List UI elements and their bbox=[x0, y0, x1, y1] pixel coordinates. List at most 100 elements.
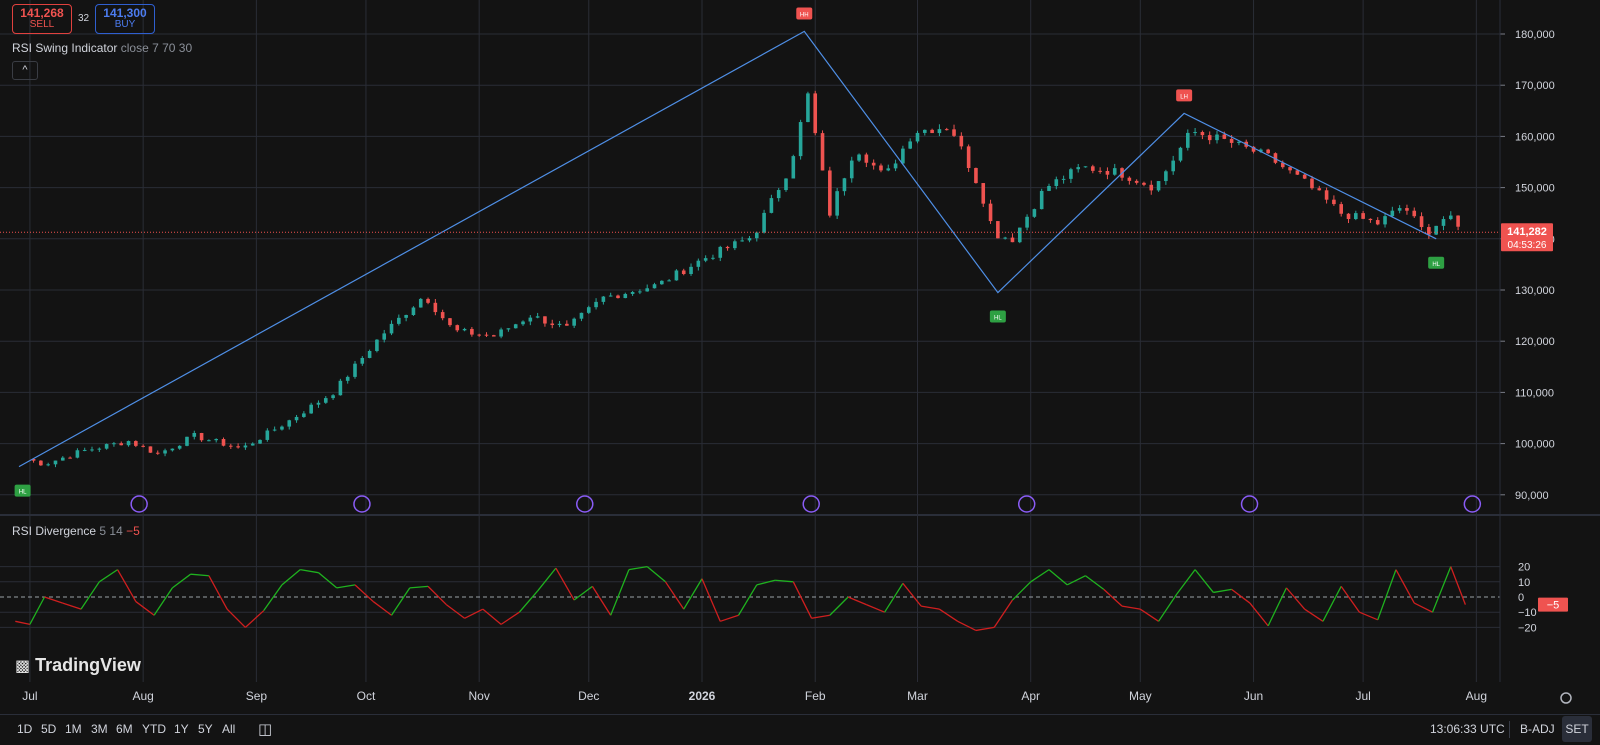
session-button[interactable]: SET bbox=[1562, 716, 1592, 742]
candle-body bbox=[696, 260, 701, 267]
gear-icon[interactable] bbox=[1560, 692, 1572, 704]
swing-marker bbox=[1176, 89, 1193, 102]
candle-body bbox=[148, 446, 153, 453]
rsi-line-segment bbox=[244, 610, 265, 628]
candle-body bbox=[126, 441, 131, 446]
candle-body bbox=[397, 317, 401, 324]
candle-body bbox=[1302, 174, 1307, 179]
candle-body bbox=[1405, 208, 1409, 211]
swing-marker bbox=[14, 484, 31, 497]
candle-body bbox=[879, 165, 883, 171]
candle-body bbox=[46, 464, 50, 466]
rsi-line-segment bbox=[1139, 608, 1159, 622]
candle-body bbox=[1280, 162, 1285, 168]
candle-body bbox=[1171, 160, 1175, 172]
indicator-legend-sub[interactable]: RSI Divergence 5 14 −5 bbox=[12, 524, 140, 538]
rsi-pane bbox=[0, 565, 1500, 632]
rsi-line-segment bbox=[591, 586, 612, 616]
timeframe-1m[interactable]: 1M bbox=[65, 722, 82, 736]
candle-body bbox=[280, 426, 284, 430]
candle-body bbox=[155, 452, 160, 454]
rsi-line-segment bbox=[683, 578, 703, 610]
candle-body bbox=[513, 324, 518, 329]
candle-body bbox=[923, 129, 927, 133]
rsi-tick-label: −20 bbox=[1518, 622, 1537, 634]
swing-marker-label: HL bbox=[994, 316, 1002, 322]
candle-body bbox=[1083, 166, 1088, 168]
rsi-line-segment bbox=[756, 579, 776, 586]
time-tick-label: Aug bbox=[1466, 689, 1487, 703]
clock[interactable]: 13:06:33 UTC bbox=[1430, 722, 1505, 736]
candle-body bbox=[1134, 180, 1139, 183]
timeframe-3m[interactable]: 3M bbox=[91, 722, 108, 736]
rsi-line-segment bbox=[390, 587, 411, 616]
candle-body bbox=[1207, 135, 1212, 141]
rsi-line-segment bbox=[300, 568, 319, 574]
candle-body bbox=[367, 350, 372, 358]
sell-button[interactable]: 141,268 SELL bbox=[12, 4, 72, 34]
candle-body bbox=[1354, 213, 1358, 220]
candle-body bbox=[1375, 220, 1380, 225]
rsi-line-segment bbox=[1030, 569, 1050, 583]
time-tick-label: Nov bbox=[469, 689, 490, 703]
candle-body bbox=[1288, 167, 1292, 171]
rsi-line-segment bbox=[573, 585, 593, 601]
spread-value: 32 bbox=[78, 13, 90, 24]
timeframe-6m[interactable]: 6M bbox=[116, 722, 133, 736]
timeframe-5y[interactable]: 5Y bbox=[198, 722, 213, 736]
candle-body bbox=[1427, 227, 1431, 235]
candle-body bbox=[857, 154, 861, 161]
candle-body bbox=[1412, 210, 1417, 217]
candle-body bbox=[199, 432, 204, 441]
candle-body bbox=[1441, 219, 1446, 226]
rsi-line-segment bbox=[829, 596, 849, 616]
buy-button[interactable]: 141,300 BUY bbox=[95, 4, 155, 34]
candle-body bbox=[1178, 147, 1183, 161]
rsi-line-segment bbox=[993, 599, 1014, 628]
candle-body bbox=[784, 178, 788, 191]
time-tick-label: Mar bbox=[907, 689, 928, 703]
adjustment-toggle[interactable]: B-ADJ bbox=[1520, 722, 1555, 736]
last-price-badge bbox=[1501, 223, 1553, 252]
candle-body bbox=[1251, 146, 1256, 152]
rsi-line-segment bbox=[1340, 585, 1360, 613]
rsi-line-segment bbox=[98, 569, 118, 583]
rsi-line-segment bbox=[1322, 586, 1342, 622]
candle-body bbox=[389, 323, 394, 334]
collapse-legend-button[interactable]: ^ bbox=[12, 61, 38, 80]
price-tick-label: 160,000 bbox=[1515, 131, 1555, 143]
candle-body bbox=[192, 432, 197, 437]
date-range-icon[interactable]: ◫ bbox=[258, 721, 273, 738]
rsi-line-segment bbox=[664, 581, 685, 610]
timeframe-1y[interactable]: 1Y bbox=[174, 722, 189, 736]
candle-body bbox=[1200, 132, 1205, 136]
candle-body bbox=[294, 416, 299, 421]
candle-body bbox=[1368, 218, 1373, 221]
buy-label: BUY bbox=[114, 19, 136, 30]
rsi-line-segment bbox=[646, 566, 666, 583]
timeframe-all[interactable]: All bbox=[222, 722, 236, 736]
indicator-legend-main[interactable]: RSI Swing Indicator close 7 70 30 bbox=[12, 41, 192, 55]
candle-body bbox=[185, 436, 189, 446]
swing-marker-label: LH bbox=[1180, 94, 1188, 100]
candle-body bbox=[908, 141, 912, 149]
price-tick-label: 170,000 bbox=[1515, 80, 1555, 92]
chart-canvas[interactable]: HL HH HL LH HL 90,000 100,000 110,000 120,000 13… bbox=[0, 0, 1600, 714]
indicator-name: RSI Divergence bbox=[12, 524, 97, 538]
candle-body bbox=[1229, 138, 1234, 143]
price-tick-label: 180,000 bbox=[1515, 29, 1555, 41]
candle-body bbox=[521, 321, 525, 325]
candle-body bbox=[535, 316, 540, 318]
price-tick-label: 120,000 bbox=[1515, 336, 1555, 348]
timeframe-5d[interactable]: 5D bbox=[41, 722, 57, 736]
swing-marker-label: HL bbox=[19, 490, 27, 496]
timeframe-ytd[interactable]: YTD bbox=[142, 722, 166, 736]
timeframe-1d[interactable]: 1D bbox=[17, 722, 33, 736]
rsi-line-segment bbox=[500, 611, 520, 625]
tradingview-logo[interactable]: ▩ TradingView bbox=[15, 655, 141, 676]
chevron-up-icon: ^ bbox=[22, 64, 28, 76]
separator bbox=[1509, 721, 1510, 738]
candle-body bbox=[1069, 169, 1073, 179]
candle-body bbox=[981, 183, 986, 204]
rsi-line-segment bbox=[884, 582, 904, 613]
